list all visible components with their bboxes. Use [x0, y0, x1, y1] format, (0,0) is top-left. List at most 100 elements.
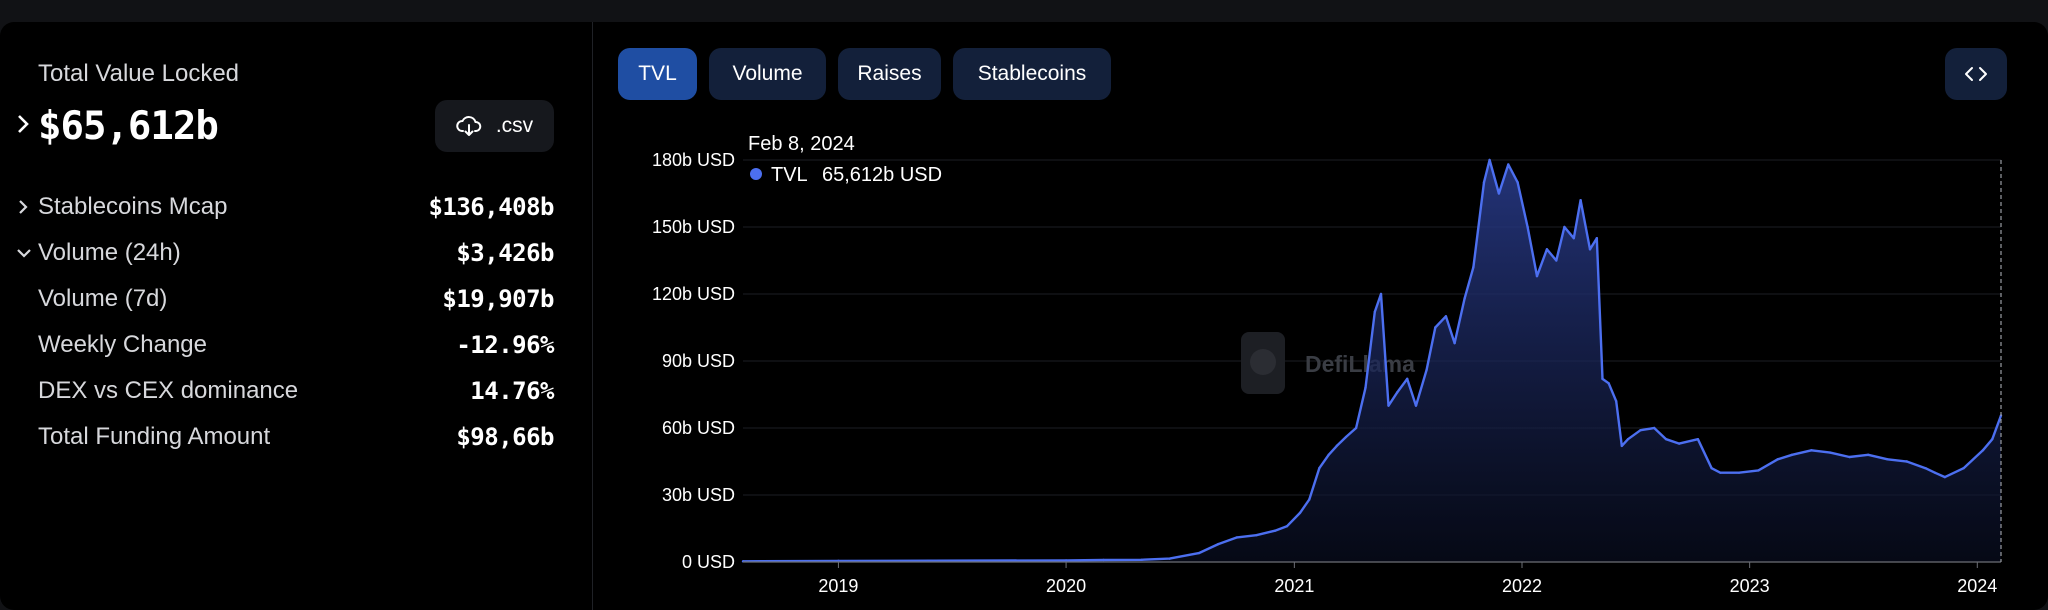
data-point [1507, 163, 1510, 166]
y-tick-label: 30b USD [662, 485, 735, 505]
tab-stablecoins[interactable]: Stablecoins [953, 48, 1111, 100]
data-point [1737, 471, 1741, 474]
stat-label: Total Funding Amount [38, 423, 271, 450]
x-tick-label: 2024 [1957, 576, 1997, 596]
data-point [1140, 558, 1143, 561]
data-point [1828, 451, 1832, 454]
data-point [1677, 442, 1681, 445]
data-point [1620, 444, 1623, 448]
chevron-right-icon[interactable] [14, 196, 34, 218]
data-point [1463, 297, 1466, 300]
data-point [1285, 525, 1289, 528]
x-tick-label: 2019 [818, 576, 858, 596]
stats-list: Stablecoins Mcap $136,408b Volume (24h) … [0, 184, 592, 460]
data-point [1776, 458, 1779, 461]
data-point [1064, 559, 1068, 562]
data-point [1848, 455, 1851, 459]
data-point [1535, 274, 1539, 278]
data-point [1572, 236, 1575, 240]
data-point [1943, 475, 1947, 479]
data-point [1488, 158, 1491, 162]
tvl-value: $65,612b [38, 104, 219, 149]
data-point [1482, 181, 1486, 184]
cloud-download-icon [456, 116, 482, 136]
tvl-label: Total Value Locked [38, 60, 240, 87]
chevron-down-icon[interactable] [14, 242, 34, 264]
data-point [1168, 557, 1171, 560]
x-tick-label: 2022 [1502, 576, 1542, 596]
stat-label: Volume (7d) [38, 285, 168, 312]
data-point [1444, 315, 1448, 318]
chart-tooltip: Feb 8, 2024 TVL 65,612b USD [748, 133, 942, 186]
data-point [1344, 435, 1348, 439]
data-point [1924, 467, 1927, 470]
x-tick-label: 2023 [1730, 576, 1770, 596]
stat-value: $3,426b [456, 239, 554, 267]
tab-volume[interactable]: Volume [709, 48, 826, 100]
stat-row-total-funding: Total Funding Amount $98,66b [0, 414, 592, 460]
data-point [1425, 368, 1428, 372]
stat-value: 14.76% [470, 377, 554, 405]
tooltip-date: Feb 8, 2024 [748, 133, 855, 155]
stat-value: $98,66b [456, 423, 554, 451]
data-point [1579, 199, 1582, 202]
series-area-tvl [743, 160, 2001, 562]
data-point [1757, 469, 1760, 472]
data-point [1933, 471, 1937, 474]
chevron-right-icon[interactable] [14, 110, 34, 138]
data-point [1298, 511, 1302, 515]
data-point [1555, 259, 1558, 262]
stat-value: -12.96% [456, 331, 554, 359]
data-point [1387, 404, 1390, 407]
data-point [1810, 449, 1813, 452]
data-point [1563, 225, 1566, 229]
data-point [1588, 248, 1592, 251]
data-point [1414, 404, 1418, 407]
data-point [1626, 437, 1630, 441]
y-tick-label: 180b USD [652, 150, 735, 170]
data-point [1981, 449, 1985, 452]
y-tick-label: 60b USD [662, 418, 735, 438]
data-point [1905, 460, 1909, 463]
stat-row-stablecoins-mcap[interactable]: Stablecoins Mcap $136,408b [0, 184, 592, 230]
data-point [1379, 292, 1383, 296]
x-tick-label: 2021 [1274, 576, 1314, 596]
csv-download-button[interactable]: .csv [435, 100, 554, 152]
data-point [1217, 542, 1220, 546]
data-point [1526, 225, 1529, 229]
data-point [1545, 248, 1549, 251]
stat-value: $19,907b [442, 285, 554, 313]
tvl-chart[interactable]: DefiLlama 0 USD 30b USD 60b USD 90b USD 120b… [593, 22, 2048, 610]
data-point [1364, 386, 1367, 389]
code-embed-icon [1965, 67, 1987, 81]
data-point [1354, 426, 1358, 430]
data-point [1607, 382, 1610, 385]
embed-button[interactable] [1945, 48, 2007, 100]
data-point [1601, 377, 1604, 381]
data-point [1255, 534, 1258, 537]
stat-value: $136,408b [428, 193, 554, 221]
csv-label: .csv [495, 114, 534, 137]
stat-label: Volume (24h) [38, 239, 181, 266]
defillama-watermark: DefiLlama [1241, 332, 1415, 394]
tab-raises[interactable]: Raises [838, 48, 941, 100]
data-point [1696, 437, 1700, 441]
data-point [1886, 458, 1889, 461]
series-line-tvl[interactable] [742, 158, 2003, 563]
data-point [1472, 266, 1475, 269]
data-point [1653, 426, 1656, 430]
data-point [1327, 453, 1330, 456]
stat-label: DEX vs CEX dominance [38, 377, 299, 404]
tab-tvl[interactable]: TVL [618, 48, 697, 100]
stat-row-weekly-change: Weekly Change -12.96% [0, 322, 592, 368]
data-point [1453, 341, 1456, 345]
stat-row-volume-24h[interactable]: Volume (24h) $3,426b [0, 230, 592, 276]
x-tick-label: 2020 [1046, 576, 1086, 596]
y-tick-label: 120b USD [652, 284, 735, 304]
stat-row-volume-7d: Volume (7d) $19,907b [0, 276, 592, 322]
tooltip-series-marker [750, 168, 762, 180]
data-point [1991, 437, 1994, 441]
data-point [1335, 444, 1338, 448]
data-point [1710, 467, 1713, 470]
tooltip-value: 65,612b USD [822, 164, 942, 186]
